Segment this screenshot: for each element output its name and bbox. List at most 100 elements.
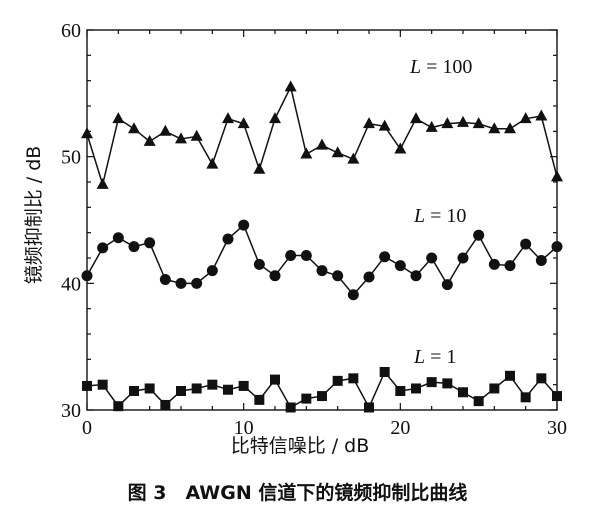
- data-point-square: [332, 375, 343, 386]
- data-point-circle: [269, 270, 281, 282]
- x-tick-label: 10: [234, 417, 254, 439]
- data-point-circle: [520, 238, 532, 250]
- data-point-triangle: [457, 115, 469, 127]
- data-point-circle: [206, 265, 218, 277]
- data-point-circle: [144, 237, 156, 249]
- data-point-triangle: [159, 124, 172, 136]
- data-point-square: [82, 380, 92, 391]
- data-point-circle: [316, 265, 328, 277]
- data-point-triangle: [394, 142, 407, 154]
- data-point-circle: [410, 270, 422, 282]
- data-point-circle: [441, 279, 453, 291]
- data-point-circle: [457, 252, 469, 264]
- figure-caption: 图 3 AWGN 信道下的镜频抑制比曲线: [127, 482, 468, 504]
- data-point-triangle: [410, 112, 422, 124]
- data-point-triangle: [269, 112, 281, 124]
- data-point-triangle: [96, 177, 109, 189]
- data-point-circle: [222, 233, 234, 245]
- data-point-circle: [238, 219, 250, 231]
- data-point-triangle: [551, 170, 563, 182]
- data-point-circle: [504, 260, 516, 272]
- data-point-triangle: [175, 132, 187, 144]
- data-point-square: [254, 394, 265, 405]
- data-point-square: [379, 367, 390, 377]
- y-tick-label: 30: [61, 400, 81, 422]
- data-point-square: [364, 402, 374, 413]
- data-point-triangle: [206, 157, 219, 169]
- data-point-square: [473, 396, 484, 407]
- data-point-square: [207, 379, 218, 390]
- data-point-triangle: [190, 129, 203, 141]
- data-point-circle: [112, 232, 124, 244]
- series-layer: [81, 80, 563, 413]
- data-point-triangle: [253, 162, 266, 174]
- data-point-triangle: [81, 127, 93, 139]
- data-point-square: [113, 401, 124, 412]
- data-point-triangle: [284, 80, 297, 92]
- data-point-triangle: [425, 120, 438, 132]
- data-point-triangle: [441, 117, 454, 129]
- plot-frame: [86, 29, 558, 411]
- x-tick-label: 30: [547, 417, 567, 439]
- chart-area: 0 10 20 30 30 40 50 60 L = 100 L = 10 L = 1 比特信…: [23, 20, 567, 457]
- data-point-square: [458, 387, 468, 398]
- x-axis-title: 比特信噪比 / dB: [231, 435, 370, 457]
- data-point-circle: [300, 249, 312, 261]
- data-point-triangle: [128, 122, 140, 134]
- data-point-square: [426, 377, 437, 388]
- x-tick-label: 0: [82, 417, 92, 439]
- data-point-square: [270, 374, 280, 385]
- data-point-circle: [473, 229, 485, 241]
- data-point-square: [411, 383, 421, 394]
- data-point-triangle: [300, 147, 313, 159]
- data-point-square: [395, 386, 406, 396]
- data-point-circle: [175, 277, 187, 289]
- data-point-square: [191, 383, 202, 394]
- data-point-triangle: [363, 117, 375, 129]
- y-axis-title: 镜频抑制比 / dB: [23, 146, 45, 285]
- data-point-circle: [379, 251, 391, 263]
- data-point-circle: [81, 270, 93, 282]
- series-line-2: [86, 370, 558, 410]
- series-line-1: [86, 223, 558, 296]
- data-point-circle: [159, 274, 171, 286]
- data-point-circle: [363, 271, 375, 283]
- data-point-circle: [332, 270, 344, 282]
- y-tick-label: 50: [61, 147, 81, 169]
- series-label-l10: L = 10: [413, 205, 466, 227]
- data-point-square: [97, 379, 108, 390]
- data-point-circle: [535, 255, 547, 267]
- x-tick-label: 20: [390, 417, 410, 439]
- data-point-square: [317, 391, 327, 402]
- data-point-square: [301, 393, 312, 404]
- y-tick-label: 60: [61, 20, 81, 42]
- data-point-square: [552, 391, 562, 402]
- data-point-square: [505, 370, 515, 381]
- data-point-circle: [253, 258, 265, 270]
- data-point-triangle: [331, 146, 344, 158]
- data-point-triangle: [472, 117, 485, 129]
- data-point-triangle: [316, 138, 328, 150]
- data-point-square: [238, 380, 249, 391]
- data-point-square: [160, 399, 171, 410]
- data-point-square: [144, 383, 155, 394]
- data-point-triangle: [347, 152, 360, 164]
- data-point-square: [285, 402, 296, 413]
- data-point-triangle: [488, 122, 501, 134]
- data-point-circle: [551, 241, 563, 253]
- data-point-square: [520, 392, 531, 403]
- data-point-square: [348, 373, 359, 384]
- data-point-triangle: [237, 117, 250, 129]
- data-point-circle: [285, 249, 297, 261]
- data-point-triangle: [519, 112, 532, 124]
- data-point-square: [536, 373, 547, 384]
- y-tick-label: 40: [61, 273, 81, 295]
- data-point-circle: [426, 252, 438, 264]
- data-point-triangle: [222, 112, 234, 124]
- data-point-triangle: [112, 112, 125, 124]
- data-point-triangle: [143, 134, 156, 146]
- data-point-square: [129, 386, 139, 396]
- data-point-triangle: [535, 109, 548, 121]
- data-point-square: [442, 378, 453, 389]
- data-point-triangle: [378, 119, 391, 131]
